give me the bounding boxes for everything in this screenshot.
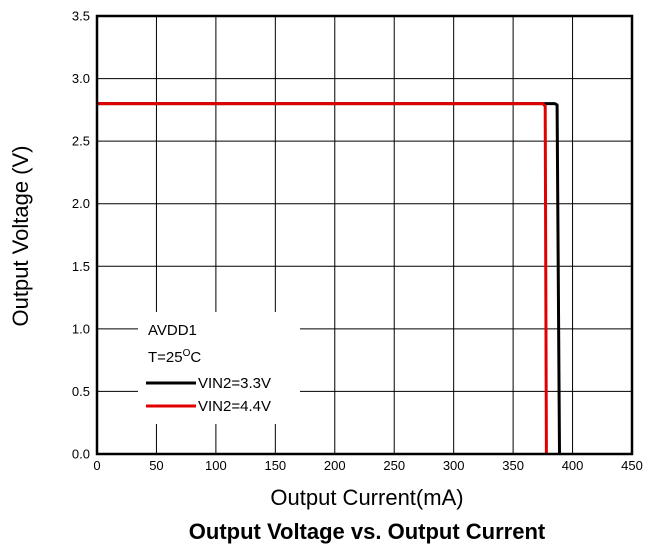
legend-heading: AVDD1: [148, 322, 197, 339]
legend-condition: T=25OC: [148, 348, 201, 366]
y-axis-ticks: 0.0 0.5 1.0 1.5 2.0 2.5 3.0 3.5: [72, 9, 90, 462]
x-tick-label: 400: [562, 458, 584, 473]
legend-label-vin2-3-3v: VIN2=3.3V: [198, 375, 271, 392]
legend: AVDD1 T=25OC VIN2=3.3V VIN2=4.4V: [138, 312, 300, 424]
x-tick-label: 150: [264, 458, 286, 473]
legend-condition-suffix: C: [190, 349, 201, 366]
series-line-vin2-4-4v: [97, 102, 548, 455]
legend-condition-superscript: O: [183, 348, 191, 359]
y-tick-label: 2.0: [72, 196, 90, 211]
legend-condition-prefix: T=25: [148, 349, 183, 366]
y-tick-label: 1.0: [72, 321, 90, 336]
y-tick-label: 0.5: [72, 384, 90, 399]
y-tick-label: 1.5: [72, 259, 90, 274]
x-tick-label: 100: [205, 458, 227, 473]
x-tick-label: 250: [383, 458, 405, 473]
series-layer: [97, 102, 561, 455]
y-tick-label: 3.0: [72, 71, 90, 86]
x-axis-ticks: 0 50 100 150 200 250 300 350 400 450: [93, 458, 642, 473]
y-tick-label: 2.5: [72, 134, 90, 149]
y-axis-title: Output Voltage (V): [8, 146, 33, 327]
y-tick-label: 3.5: [72, 9, 90, 24]
legend-label-vin2-4-4v: VIN2=4.4V: [198, 398, 271, 415]
x-tick-label: 350: [502, 458, 524, 473]
x-tick-label: 200: [324, 458, 346, 473]
x-tick-label: 300: [443, 458, 465, 473]
x-tick-label: 450: [621, 458, 643, 473]
chart-title: Output Voltage vs. Output Current: [189, 519, 546, 544]
x-axis-title: Output Current(mA): [270, 485, 463, 510]
plot-frame: [95, 14, 634, 456]
x-tick-label: 50: [149, 458, 163, 473]
y-tick-label: 0.0: [72, 447, 90, 462]
x-tick-label: 0: [93, 458, 100, 473]
